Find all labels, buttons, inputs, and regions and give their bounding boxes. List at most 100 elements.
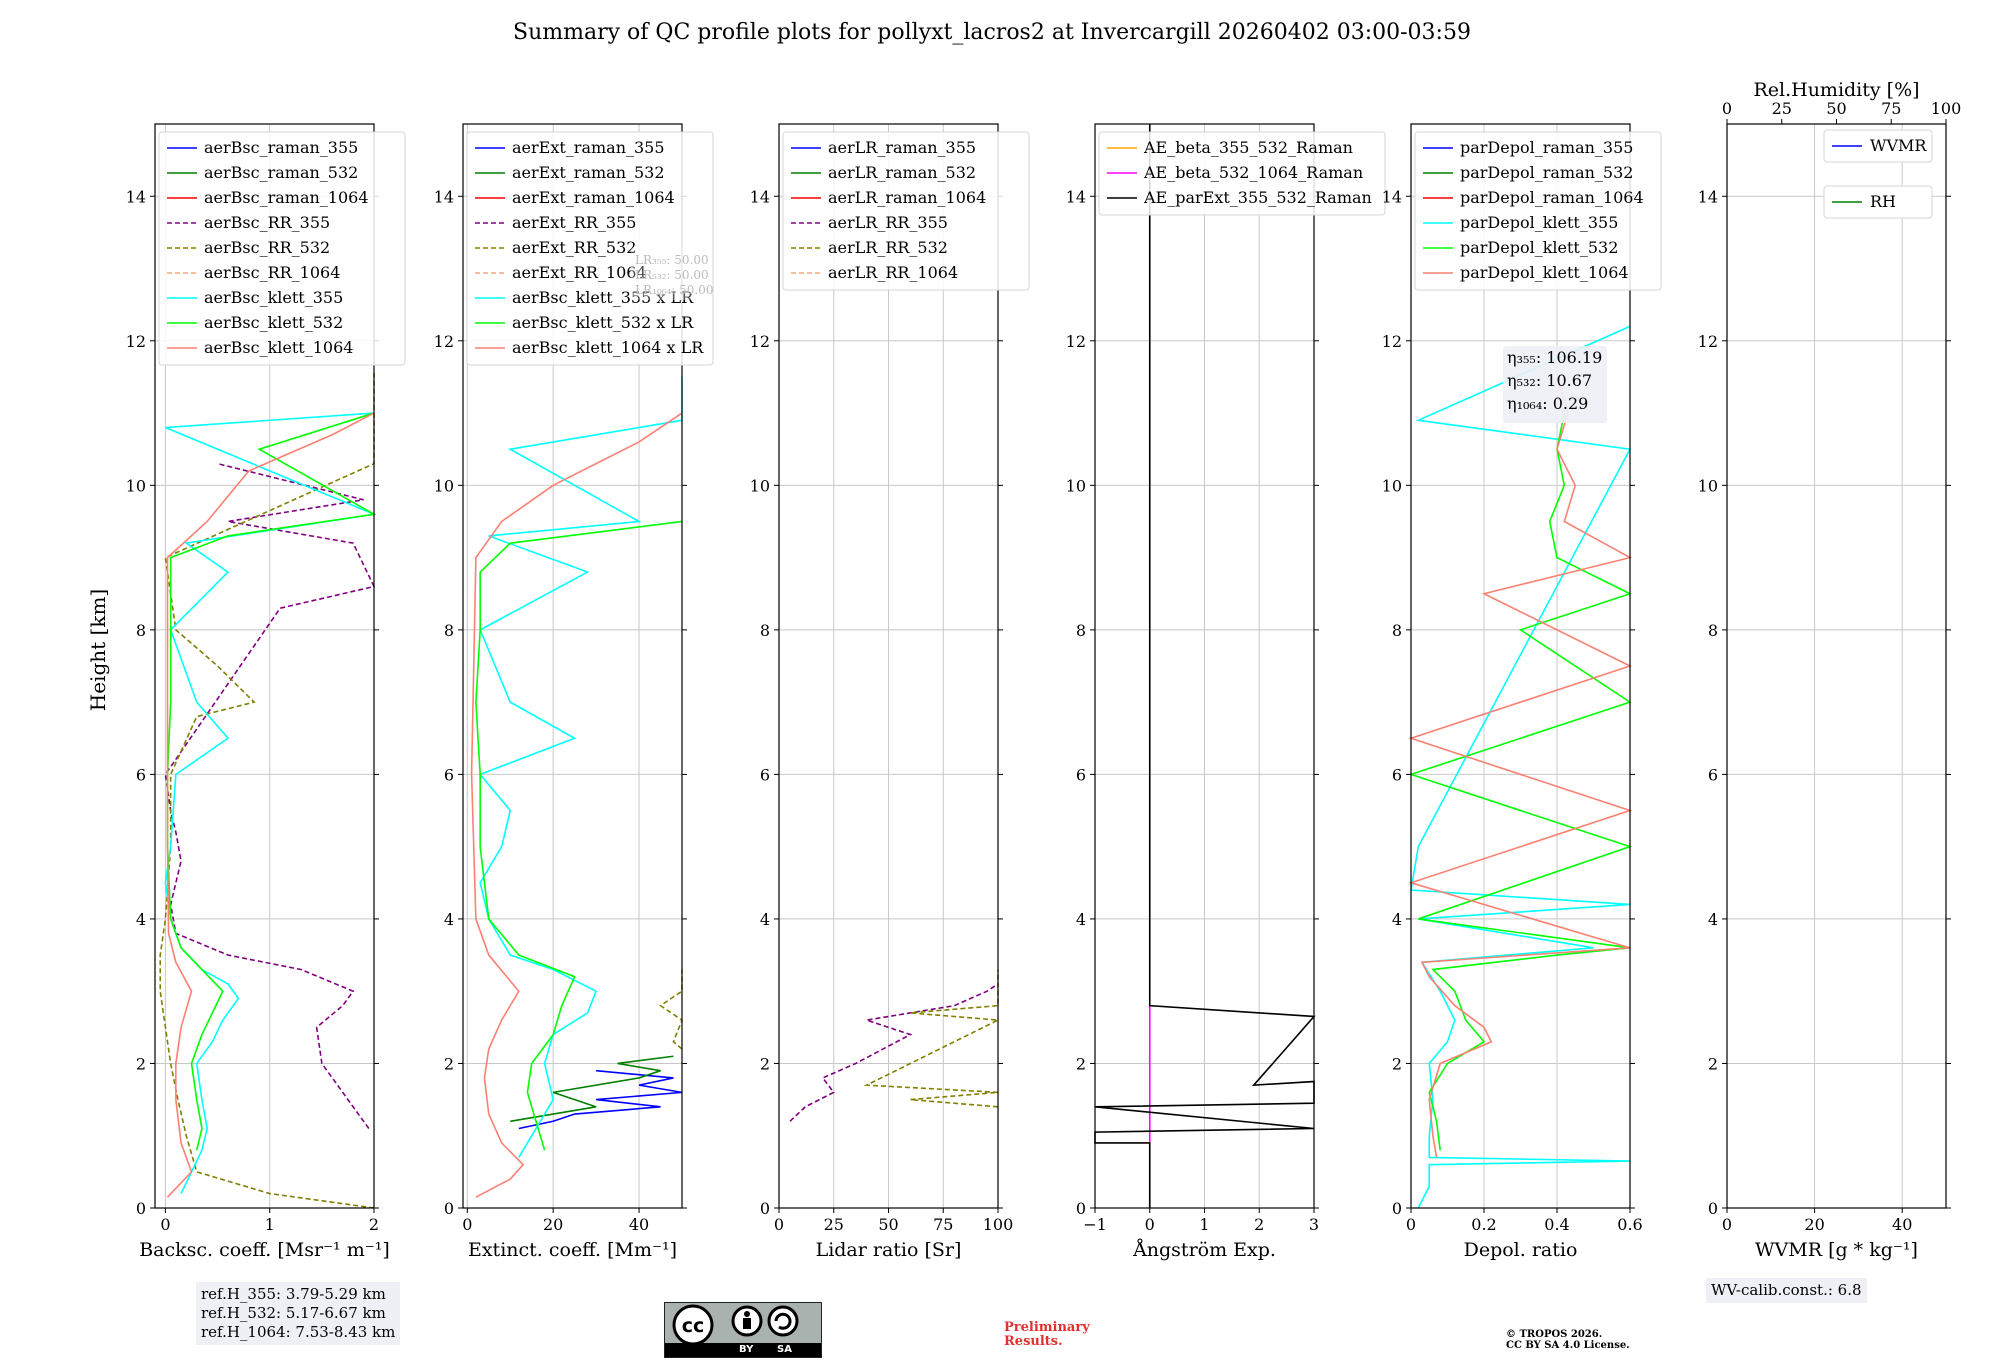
legend-box (158, 131, 406, 366)
y-tick-label: 2 (760, 1054, 770, 1073)
x2-tick-label: 100 (1931, 99, 1962, 118)
y-tick-label: 0 (1708, 1199, 1718, 1218)
legend-entry: parDepol_raman_355 (1460, 138, 1633, 157)
legend-entry: AE_beta_355_532_Raman (1143, 138, 1353, 157)
y-tick-label: 12 (1698, 332, 1718, 351)
series-aerLR_RR_355 (789, 983, 999, 1122)
y-tick-label: 14 (434, 187, 454, 206)
y-tick-label: 12 (1066, 332, 1086, 351)
y-tick-label: 12 (1382, 332, 1402, 351)
y-tick-label: 2 (1708, 1054, 1718, 1073)
legend-entry: parDepol_klett_355 (1460, 213, 1618, 232)
x-tick-label: 100 (983, 1215, 1014, 1234)
annotation-text: LR₅₃₂: 50.00 (635, 268, 709, 282)
y-axis-label: Height [km] (86, 589, 110, 711)
x-axis-label: Extinct. coeff. [Mm⁻¹] (468, 1239, 677, 1261)
plot-frame (1726, 123, 1947, 1209)
x-tick-label: 20 (1804, 1215, 1824, 1234)
x-tick-label: −1 (1083, 1215, 1107, 1234)
series-aerLR_RR_532 (863, 969, 1001, 1108)
cc-by-label: BY (739, 1344, 754, 1355)
legend-entry: WVMR (1870, 136, 1927, 155)
x-tick-label: 40 (629, 1215, 649, 1234)
y-tick-label: 6 (136, 765, 146, 784)
series-aerBsc_klett_532 x LR (475, 520, 683, 1151)
cc-logo-icon: cc (672, 1304, 799, 1346)
legend-entry: aerBsc_RR_532 (204, 238, 330, 257)
annotation-box (631, 247, 711, 300)
annotation-box (1503, 346, 1607, 423)
x-tick-label: 1 (265, 1215, 275, 1234)
y-tick-label: 0 (1392, 1199, 1402, 1218)
copyright-line-1: © TROPOS 2026. (1506, 1329, 1603, 1340)
x-tick-label: 3 (1309, 1215, 1319, 1234)
series-aerExt_raman_532 (510, 1055, 674, 1123)
y-tick-label: 6 (1708, 765, 1718, 784)
x2-tick-label: 75 (1881, 99, 1901, 118)
y-tick-label: 8 (136, 621, 146, 640)
series-parDepol_klett_355 (1410, 325, 1632, 1209)
cc-license-badge: cc BY SA (664, 1302, 822, 1358)
y-tick-label: 10 (126, 476, 146, 495)
legend-entry: aerExt_RR_532 (512, 238, 636, 257)
plot-frame (462, 123, 683, 1209)
y-tick-label: 6 (760, 765, 770, 784)
cc-sa-label: SA (777, 1344, 792, 1355)
legend-entry: parDepol_raman_532 (1460, 163, 1633, 182)
y-tick-label: 4 (136, 910, 146, 929)
legend-entry: aerBsc_klett_1064 (204, 338, 353, 357)
x-tick-label: 0 (774, 1215, 784, 1234)
y-tick-label: 0 (444, 1199, 454, 1218)
x-axis-label: Lidar ratio [Sr] (816, 1239, 962, 1261)
y-tick-label: 14 (1698, 187, 1718, 206)
x-tick-label: 0.4 (1544, 1215, 1569, 1234)
y-tick-label: 10 (750, 476, 770, 495)
legend-entry: parDepol_raman_1064 (1460, 188, 1644, 207)
y-tick-label: 10 (1698, 476, 1718, 495)
x-axis-label: Ångström Exp. (1132, 1239, 1276, 1261)
legend-entry: aerExt_RR_1064 (512, 263, 647, 282)
annotation-text: η₅₃₂: 10.67 (1507, 371, 1592, 390)
legend-box (1823, 185, 1933, 219)
subplot-wv: 0 20 40 0 2 4 6 8 10 12 14 WVMR [g * kg⁻¹] 0 25 50 75 10… (1698, 79, 1962, 1261)
legend-box (782, 131, 1030, 291)
series-aerBsc_klett_1064 x LR (470, 412, 683, 1198)
x2-tick-label: 25 (1772, 99, 1792, 118)
y-tick-label: 6 (1076, 765, 1086, 784)
x-tick-label: 0 (1406, 1215, 1416, 1234)
x2-tick-label: 50 (1826, 99, 1846, 118)
x-tick-label: 0 (1722, 1215, 1732, 1234)
legend-entry: AE_beta_532_1064_Raman (1143, 163, 1363, 182)
legend-entry: aerLR_raman_1064 (828, 188, 986, 207)
subplot-lr: 0 25 50 75 100 0 2 4 6 8 10 12 14 Lidar ratio [Sr] aer… (750, 123, 1030, 1261)
y-tick-label: 6 (444, 765, 454, 784)
ref-height-355: ref.H_355: 3.79-5.29 km (201, 1285, 386, 1303)
legend-box (1414, 131, 1662, 291)
legend-entry: aerBsc_raman_355 (204, 138, 358, 157)
x-tick-label: 50 (878, 1215, 898, 1234)
annotation-text: LR₃₅₅: 50.00 (635, 253, 709, 267)
y-tick-label: 8 (760, 621, 770, 640)
y-tick-label: 4 (1392, 910, 1402, 929)
subplot-depol: 0 0.2 0.4 0.6 0 2 4 6 8 10 12 14 Depol. ratio parDepo… (1382, 123, 1662, 1261)
x-tick-label: 40 (1892, 1215, 1912, 1234)
x-tick-label: 25 (824, 1215, 844, 1234)
legend-entry: parDepol_klett_532 (1460, 238, 1618, 257)
legend-entry: aerBsc_raman_532 (204, 163, 358, 182)
x-tick-label: 2 (1254, 1215, 1264, 1234)
y-tick-label: 0 (760, 1199, 770, 1218)
series-aerBsc_klett_532 (166, 412, 377, 1151)
y-tick-label: 4 (760, 910, 770, 929)
legend-entry: aerLR_raman_355 (828, 138, 976, 157)
y-tick-label: 0 (136, 1199, 146, 1218)
x-tick-label: 2 (369, 1215, 379, 1234)
legend-entry: aerBsc_raman_1064 (204, 188, 369, 207)
series-aerBsc_RR_532 (159, 369, 375, 1209)
legend-entry: aerExt_raman_355 (512, 138, 665, 157)
series-parDepol_klett_1064 (1408, 376, 1633, 1158)
y-tick-label: 10 (1066, 476, 1086, 495)
legend-entry: aerLR_RR_355 (828, 213, 948, 232)
